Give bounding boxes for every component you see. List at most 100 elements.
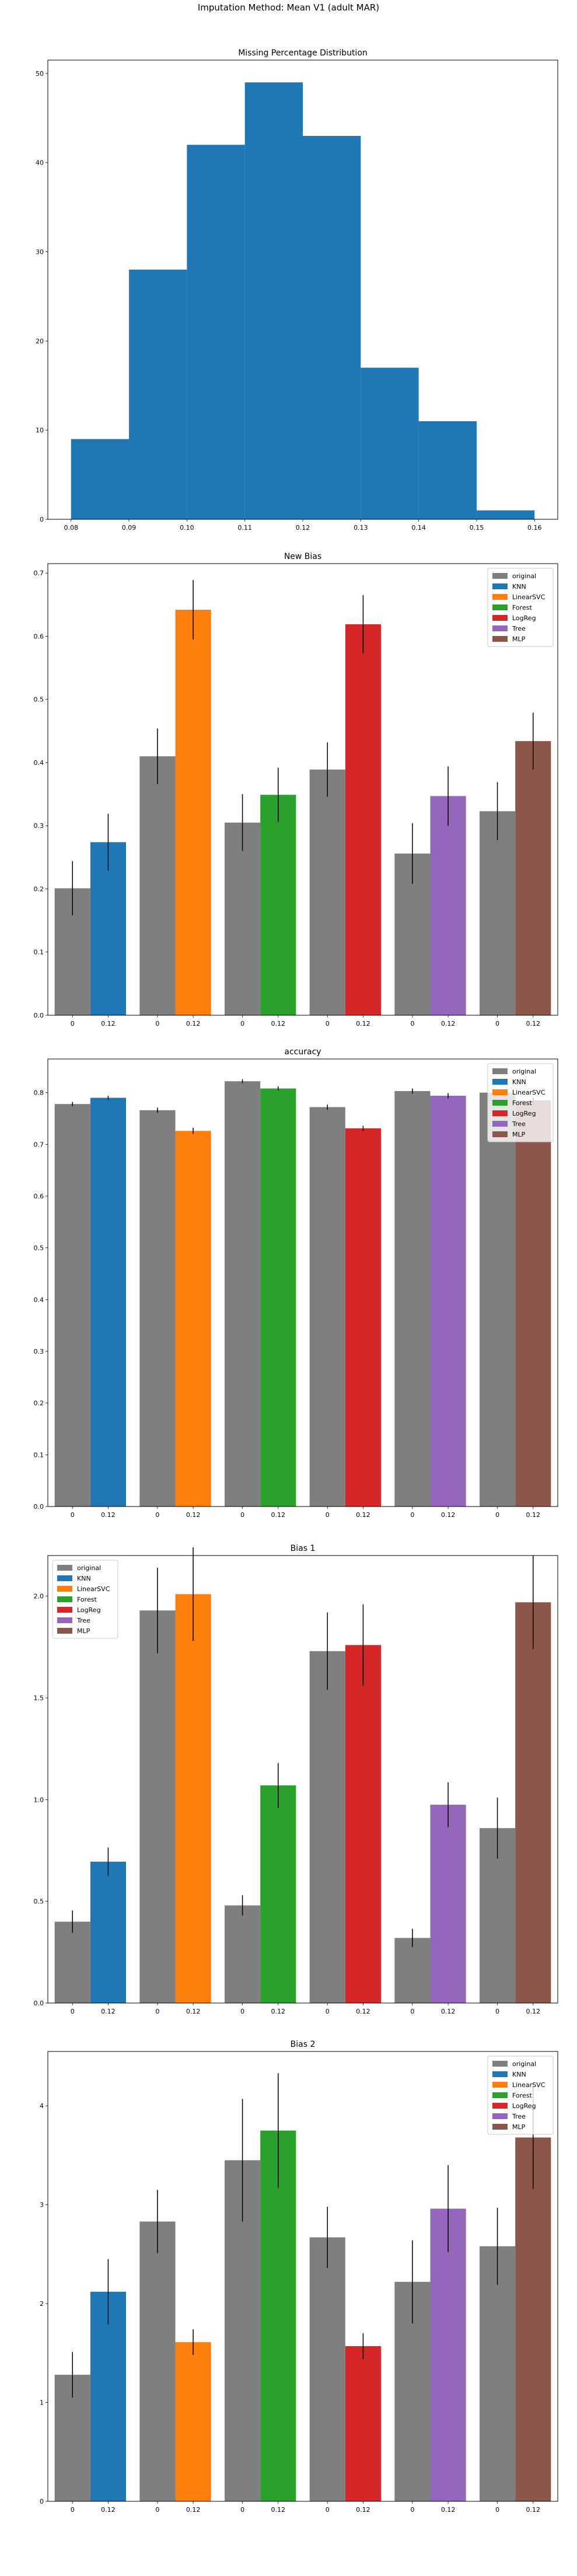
figure-title: Imputation Method: Mean V1 (adult MAR): [197, 2, 380, 13]
bar-logreg: [345, 624, 382, 1015]
x-tick-label: 0: [326, 2008, 330, 2015]
legend-label: KNN: [512, 1078, 526, 1086]
bar-tree: [430, 1095, 466, 1507]
legend-swatch-original: [492, 1068, 508, 1074]
legend-label: KNN: [77, 1575, 91, 1582]
legend-swatch-forest: [492, 1100, 508, 1106]
legend-label: original: [77, 1564, 101, 1572]
x-tick-label: 0: [240, 1020, 244, 1027]
legend-label: LinearSVC: [512, 2081, 545, 2089]
x-tick-label: 0: [326, 1511, 330, 1519]
x-tick-label: 0.12: [441, 2506, 456, 2514]
x-tick-label: 0: [240, 2506, 244, 2514]
y-tick-label: 0.6: [34, 632, 44, 640]
x-tick-label: 0.12: [356, 1511, 370, 1519]
y-tick-label: 0.0: [34, 1012, 44, 1019]
x-tick-label: 0.12: [526, 2506, 541, 2514]
legend-swatch-mlp: [492, 2124, 508, 2130]
legend-swatch-mlp: [492, 636, 508, 642]
x-tick-label: 0.12: [186, 1020, 201, 1027]
legend-label: original: [512, 1068, 536, 1075]
histogram-bar: [187, 145, 245, 520]
legend-label: LogReg: [512, 2102, 536, 2110]
axes-frame: [47, 563, 558, 1016]
bar-chart-new-bias: New Bias 0.0 0.1 0.2 0.3 0.4 0.5 0.6 0.7 0 0.12 0 0.…: [34, 552, 558, 1027]
legend-swatch-linearsvc: [57, 1586, 72, 1592]
legend-swatch-mlp: [57, 1628, 72, 1634]
x-tick-label: 0: [71, 1020, 75, 1027]
x-tick-label: 0.12: [271, 2506, 286, 2514]
bar-original: [394, 1938, 431, 2003]
bar-original: [224, 1081, 261, 1507]
legend-swatch-mlp: [492, 1131, 508, 1137]
legend-label: Tree: [76, 1617, 90, 1624]
legend-swatch-logreg: [492, 2103, 508, 2109]
bar-original: [224, 822, 261, 1015]
legend-swatch-forest: [57, 1596, 72, 1602]
bar-original: [139, 756, 176, 1015]
bar-original: [479, 811, 516, 1015]
bar-knn: [90, 2291, 127, 2501]
y-tick-label: 50: [36, 70, 44, 78]
x-tick-label: 0.12: [526, 2008, 541, 2015]
y-tick-label: 0.8: [34, 1089, 44, 1097]
x-tick-label: 0.12: [186, 2506, 201, 2514]
bar-original: [479, 1092, 516, 1507]
chart-title: Bias 2: [291, 2040, 316, 2049]
bar-original: [139, 1110, 176, 1507]
y-tick-label: 0.5: [34, 1898, 44, 1906]
bar-forest: [260, 1088, 296, 1507]
legend-swatch-original: [57, 1565, 72, 1571]
legend-swatch-linearsvc: [492, 2082, 508, 2088]
x-tick-label: 0: [326, 2506, 330, 2514]
axes-frame: [47, 2051, 558, 2502]
legend-label: MLP: [512, 635, 526, 643]
y-tick-label: 0.0: [34, 2000, 44, 2007]
chart-title: New Bias: [284, 552, 321, 561]
x-tick-label: 0.12: [441, 1020, 456, 1027]
histogram-bar: [129, 270, 187, 519]
bar-original: [479, 2246, 516, 2501]
y-tick-label: 10: [36, 427, 44, 434]
histogram-bar: [418, 421, 477, 519]
x-tick-label: 0.16: [527, 524, 542, 532]
legend-swatch-logreg: [492, 615, 508, 621]
bar-knn: [90, 1097, 127, 1507]
x-tick-label: 0: [410, 2008, 414, 2015]
x-tick-label: 0.12: [441, 1511, 456, 1519]
bar-mlp: [515, 1602, 551, 2003]
bar-original: [54, 1104, 90, 1507]
y-tick-label: 0.2: [34, 885, 44, 893]
bar-chart-bias-1: Bias 1 0.0 0.5 1.0 1.5 2.0 0 0.12 0 0.12 0 0.12 0 0.1…: [34, 1544, 558, 2015]
x-tick-label: 0.12: [356, 1020, 370, 1027]
x-tick-label: 0.13: [354, 524, 368, 532]
bar-linearsvc: [175, 610, 211, 1015]
y-tick-label: 1.5: [34, 1694, 44, 1702]
histogram-missing-percentage: Missing Percentage Distribution 0 10 20 30 40…: [36, 48, 558, 532]
x-tick-label: 0: [495, 1020, 499, 1027]
x-tick-label: 0: [155, 2008, 159, 2015]
x-tick-label: 0.12: [356, 2008, 370, 2015]
histogram-bar: [71, 439, 130, 519]
y-tick-label: 0.3: [34, 822, 44, 830]
y-tick-label: 0.4: [34, 1296, 44, 1303]
x-tick-label: 0: [410, 2506, 414, 2514]
bar-mlp: [515, 1100, 551, 1507]
bar-tree: [430, 2208, 466, 2501]
legend-swatch-tree: [57, 1617, 72, 1623]
x-tick-label: 0.11: [237, 524, 252, 532]
x-tick-label: 0.12: [526, 1511, 541, 1519]
y-tick-label: 30: [36, 249, 44, 256]
y-tick-label: 2: [40, 2300, 44, 2308]
x-tick-label: 0.12: [101, 1020, 116, 1027]
legend-swatch-forest: [492, 2092, 508, 2098]
bar-knn: [90, 1861, 127, 2003]
bar-original: [139, 1610, 176, 2003]
x-tick-label: 0.12: [356, 2506, 370, 2514]
y-tick-label: 4: [40, 2102, 44, 2110]
x-tick-label: 0: [495, 2008, 499, 2015]
bar-original: [139, 2221, 176, 2501]
x-tick-label: 0.12: [296, 524, 310, 532]
chart-title: Missing Percentage Distribution: [238, 48, 368, 58]
